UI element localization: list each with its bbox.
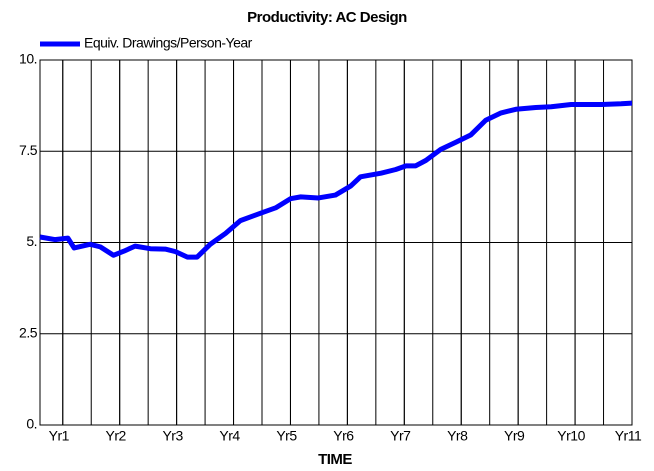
y-tick-label: 0.: [26, 416, 37, 432]
x-tick-label: Yr1: [49, 428, 70, 444]
x-axis-label: TIME: [318, 451, 352, 468]
y-tick-label: 7.5: [19, 142, 38, 158]
x-tick-label: Yr5: [276, 428, 297, 444]
x-tick-label: Yr3: [162, 428, 183, 444]
x-tick-label: Yr2: [106, 428, 127, 444]
data-line: [39, 100, 633, 260]
x-tick-label: Yr9: [504, 428, 525, 444]
plot-frame: [39, 59, 633, 426]
x-tick-label: Yr8: [447, 428, 468, 444]
chart-title: Productivity: AC Design: [247, 9, 407, 26]
x-tick-label: Yr7: [390, 428, 411, 444]
x-tick-label: Yr11: [615, 428, 642, 444]
x-tick-label: Yr6: [333, 428, 354, 444]
x-tick-label: Yr10: [557, 428, 585, 444]
x-tick-label: Yr4: [219, 428, 240, 444]
y-tick-label: 2.5: [19, 324, 38, 340]
legend-label: Equiv. Drawings/Person-Year: [84, 35, 253, 51]
y-tick-label: 10.: [19, 51, 37, 67]
y-tick-label: 5.: [26, 233, 37, 249]
